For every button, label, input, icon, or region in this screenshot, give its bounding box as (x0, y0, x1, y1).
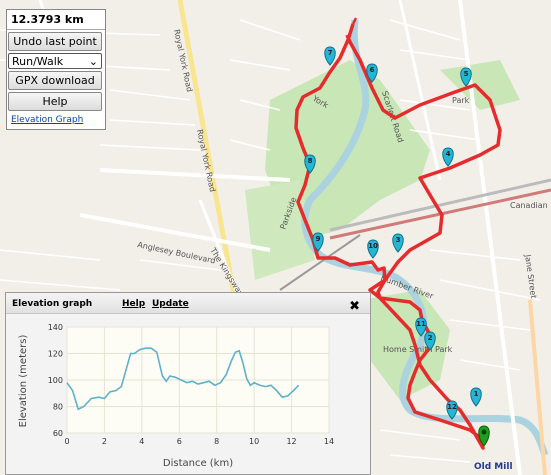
park-area (360, 290, 450, 400)
svg-text:9: 9 (316, 235, 321, 243)
distance-readout: 12.3793 km (7, 10, 105, 30)
x-axis-title: Distance (km) (163, 458, 233, 469)
route-spur (351, 17, 358, 25)
elevation-panel-header[interactable]: Elevation graph Help Update ✖ (6, 293, 370, 314)
start-marker[interactable] (478, 425, 490, 447)
gpx-download-button[interactable]: GPX download (8, 71, 102, 90)
x-tick-label: 6 (177, 437, 182, 446)
elevation-help-link[interactable]: Help (122, 299, 146, 309)
x-tick-label: 0 (64, 437, 69, 446)
undo-last-point-button[interactable]: Undo last point (8, 32, 102, 51)
route-marker-4[interactable]: 4 (442, 147, 454, 167)
svg-text:1: 1 (474, 390, 479, 398)
close-icon[interactable]: ✖ (349, 299, 360, 314)
chart-gridlines (66, 326, 330, 434)
route-marker-12[interactable]: 12 (446, 400, 458, 420)
y-tick-label: 100 (48, 376, 63, 385)
route-marker-5[interactable]: 5 (460, 67, 472, 87)
river (301, 19, 549, 457)
svg-text:10: 10 (368, 242, 378, 250)
route-marker-7[interactable]: 7 (324, 46, 336, 66)
activity-mode-select[interactable]: Run/Walk ⌄ (8, 53, 102, 69)
route-marker-2[interactable]: 2 (424, 331, 436, 351)
route-marker-8[interactable]: 8 (304, 154, 316, 174)
x-tick-label: 12 (286, 437, 296, 446)
svg-text:2: 2 (428, 334, 433, 342)
route-marker-1[interactable]: 1 (470, 387, 482, 407)
street-label: Royal York Road (195, 129, 217, 193)
route-control-panel: 12.3793 km Undo last point Run/Walk ⌄ GP… (6, 9, 106, 130)
y-axis-title: Elevation (meters) (18, 335, 29, 428)
svg-text:11: 11 (416, 320, 426, 328)
route-marker-11[interactable]: 11 (415, 317, 427, 337)
elevation-series-line (66, 347, 300, 411)
svg-text:12: 12 (447, 403, 457, 411)
svg-text:4: 4 (446, 150, 451, 158)
chevron-down-icon: ⌄ (88, 54, 98, 68)
svg-text:8: 8 (308, 157, 313, 165)
elevation-panel-title: Elevation graph (12, 299, 93, 309)
help-button[interactable]: Help (8, 92, 102, 111)
svg-text:7: 7 (328, 49, 333, 57)
y-tick-label: 140 (48, 323, 63, 332)
y-tick-label: 80 (53, 403, 63, 412)
elevation-graph-link[interactable]: Elevation Graph (11, 115, 84, 125)
activity-mode-value: Run/Walk (12, 54, 64, 68)
x-tick-label: 4 (139, 437, 144, 446)
route-marker-6[interactable]: 6 (366, 63, 378, 83)
x-tick-label: 2 (102, 437, 107, 446)
elevation-graph-panel: Elevation graph Help Update ✖ 0 2 4 6 8 10 12 1… (5, 292, 371, 475)
x-tick-label: 10 (249, 437, 259, 446)
svg-text:3: 3 (396, 236, 401, 244)
place-label-old-mill: Old Mill (474, 462, 513, 472)
park-label: Park (452, 96, 470, 105)
street-label: Canadian (510, 201, 548, 210)
y-tick-label: 60 (53, 429, 63, 438)
route-line (294, 23, 502, 450)
svg-text:5: 5 (464, 70, 469, 78)
elevation-update-link[interactable]: Update (152, 299, 189, 309)
svg-text:6: 6 (370, 66, 375, 74)
y-axis-ticks: 60 80 100 120 140 (48, 323, 63, 438)
route-marker-3[interactable]: 3 (392, 233, 404, 253)
route-marker-10[interactable]: 10 (367, 239, 379, 259)
street-label: Jane Street (523, 253, 538, 299)
x-tick-label: 8 (214, 437, 219, 446)
route-marker-9[interactable]: 9 (312, 232, 324, 252)
minor-streets (0, 19, 541, 463)
park-area (440, 60, 520, 110)
x-tick-label: 14 (324, 437, 334, 446)
x-axis-ticks: 0 2 4 6 8 10 12 14 (64, 437, 334, 446)
y-tick-label: 120 (48, 350, 63, 359)
